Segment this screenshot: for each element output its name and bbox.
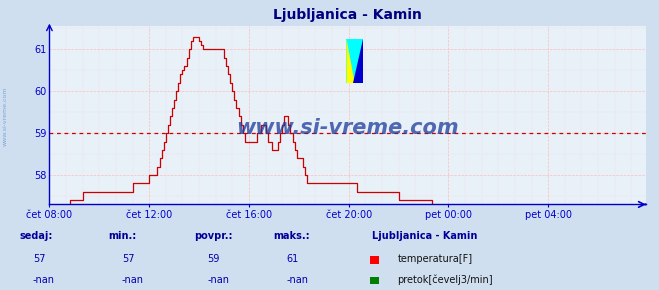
Text: 61: 61 (287, 254, 299, 264)
Text: www.si-vreme.com: www.si-vreme.com (237, 118, 459, 138)
Text: Ljubljanica - Kamin: Ljubljanica - Kamin (372, 231, 478, 241)
Text: -nan: -nan (287, 275, 308, 285)
Text: -nan: -nan (208, 275, 229, 285)
Bar (347, 39, 363, 83)
Text: maks.:: maks.: (273, 231, 310, 241)
Text: pretok[čevelj3/min]: pretok[čevelj3/min] (397, 274, 493, 285)
Text: temperatura[F]: temperatura[F] (397, 254, 473, 264)
Text: min.:: min.: (109, 231, 137, 241)
Text: sedaj:: sedaj: (20, 231, 53, 241)
Text: -nan: -nan (122, 275, 144, 285)
Text: 57: 57 (122, 254, 134, 264)
Text: 57: 57 (33, 254, 45, 264)
Polygon shape (353, 39, 363, 83)
Text: povpr.:: povpr.: (194, 231, 233, 241)
Text: www.si-vreme.com: www.si-vreme.com (3, 86, 8, 146)
Text: -nan: -nan (33, 275, 55, 285)
Polygon shape (347, 39, 355, 83)
Title: Ljubljanica - Kamin: Ljubljanica - Kamin (273, 8, 422, 22)
Text: 59: 59 (208, 254, 220, 264)
